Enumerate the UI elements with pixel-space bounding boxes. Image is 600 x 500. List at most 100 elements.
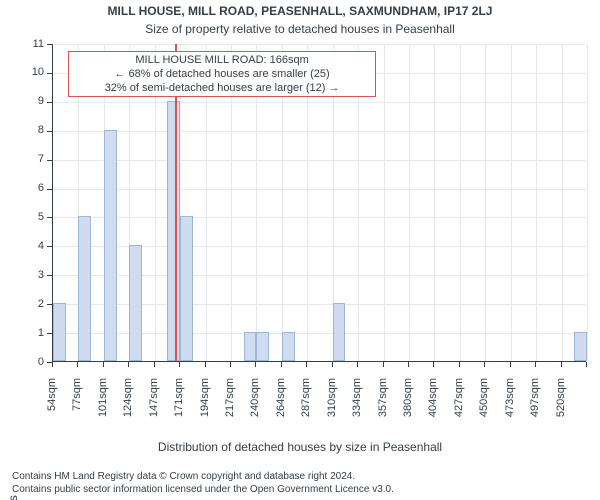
- x-tick-mark: [433, 362, 434, 367]
- y-tick-label: 0: [24, 356, 44, 368]
- bar: [256, 332, 269, 361]
- x-tick-label: 124sqm: [122, 378, 134, 434]
- annotation-line: 32% of semi-detached houses are larger (…: [73, 82, 371, 96]
- x-tick-mark: [408, 362, 409, 367]
- footer-line-1: Contains HM Land Registry data © Crown c…: [12, 471, 394, 484]
- gridline: [511, 44, 512, 361]
- bar: [167, 101, 180, 361]
- gridline: [53, 160, 586, 161]
- y-tick-label: 4: [24, 240, 44, 252]
- gridline: [485, 44, 486, 361]
- x-tick-label: 450sqm: [478, 378, 490, 434]
- y-tick-mark: [47, 102, 52, 103]
- x-tick-label: 264sqm: [275, 378, 287, 434]
- y-tick-mark: [47, 73, 52, 74]
- x-tick-mark: [383, 362, 384, 367]
- x-tick-mark: [357, 362, 358, 367]
- x-tick-mark: [230, 362, 231, 367]
- y-tick-mark: [47, 246, 52, 247]
- y-tick-mark: [47, 131, 52, 132]
- x-tick-mark: [281, 362, 282, 367]
- y-tick-label: 8: [24, 124, 44, 136]
- x-tick-label: 357sqm: [377, 378, 389, 434]
- x-tick-mark: [459, 362, 460, 367]
- x-tick-mark: [484, 362, 485, 367]
- x-tick-mark: [255, 362, 256, 367]
- x-tick-label: 473sqm: [504, 378, 516, 434]
- gridline: [562, 44, 563, 361]
- x-tick-label: 217sqm: [224, 378, 236, 434]
- x-tick-label: 380sqm: [402, 378, 414, 434]
- bar: [574, 332, 587, 361]
- x-tick-label: 334sqm: [351, 378, 363, 434]
- bar: [78, 216, 91, 361]
- gridline: [434, 44, 435, 361]
- gridline: [53, 44, 586, 45]
- annotation-line: ← 68% of detached houses are smaller (25…: [73, 68, 371, 82]
- y-tick-mark: [47, 304, 52, 305]
- x-tick-mark: [179, 362, 180, 367]
- gridline: [53, 102, 586, 103]
- gridline: [409, 44, 410, 361]
- chart-title-sub: Size of property relative to detached ho…: [0, 22, 600, 36]
- y-tick-mark: [47, 275, 52, 276]
- x-tick-label: 147sqm: [148, 378, 160, 434]
- y-tick-label: 3: [24, 269, 44, 281]
- gridline: [53, 217, 586, 218]
- x-tick-label: 287sqm: [300, 378, 312, 434]
- y-tick-mark: [47, 160, 52, 161]
- x-tick-mark: [103, 362, 104, 367]
- chart-area: MILL HOUSE MILL ROAD: 166sqm← 68% of det…: [52, 44, 586, 362]
- bar: [282, 332, 295, 361]
- plot-region: MILL HOUSE MILL ROAD: 166sqm← 68% of det…: [52, 44, 586, 362]
- y-tick-label: 7: [24, 153, 44, 165]
- bar: [244, 332, 257, 361]
- y-tick-mark: [47, 333, 52, 334]
- y-tick-mark: [47, 217, 52, 218]
- y-tick-label: 6: [24, 182, 44, 194]
- bar: [104, 130, 117, 361]
- x-tick-mark: [586, 362, 587, 367]
- annotation-line: MILL HOUSE MILL ROAD: 166sqm: [73, 54, 371, 68]
- x-tick-mark: [535, 362, 536, 367]
- y-tick-mark: [47, 44, 52, 45]
- x-tick-label: 77sqm: [71, 378, 83, 434]
- footer-line-2: Contains public sector information licen…: [12, 484, 394, 497]
- x-tick-label: 427sqm: [453, 378, 465, 434]
- x-tick-mark: [128, 362, 129, 367]
- y-tick-label: 11: [24, 38, 44, 50]
- y-tick-label: 5: [24, 211, 44, 223]
- annotation-box: MILL HOUSE MILL ROAD: 166sqm← 68% of det…: [68, 51, 376, 97]
- x-tick-mark: [306, 362, 307, 367]
- x-tick-label: 404sqm: [427, 378, 439, 434]
- x-tick-mark: [205, 362, 206, 367]
- x-tick-label: 171sqm: [173, 378, 185, 434]
- x-tick-mark: [332, 362, 333, 367]
- y-tick-label: 10: [24, 66, 44, 78]
- x-tick-mark: [154, 362, 155, 367]
- bar: [129, 245, 142, 361]
- x-tick-mark: [510, 362, 511, 367]
- y-tick-mark: [47, 189, 52, 190]
- x-tick-mark: [561, 362, 562, 367]
- x-tick-mark: [77, 362, 78, 367]
- bar: [180, 216, 193, 361]
- x-axis-label: Distribution of detached houses by size …: [0, 440, 600, 454]
- footer: Contains HM Land Registry data © Crown c…: [12, 471, 394, 496]
- x-tick-label: 240sqm: [249, 378, 261, 434]
- gridline: [460, 44, 461, 361]
- bar: [53, 303, 66, 361]
- gridline: [587, 44, 588, 361]
- chart-title-main: MILL HOUSE, MILL ROAD, PEASENHALL, SAXMU…: [0, 4, 600, 18]
- x-tick-label: 520sqm: [555, 378, 567, 434]
- gridline: [53, 189, 586, 190]
- bar: [333, 303, 346, 361]
- y-tick-label: 1: [24, 327, 44, 339]
- y-tick-label: 2: [24, 298, 44, 310]
- gridline: [536, 44, 537, 361]
- x-tick-label: 310sqm: [326, 378, 338, 434]
- y-tick-label: 9: [24, 95, 44, 107]
- x-tick-label: 54sqm: [46, 378, 58, 434]
- x-tick-label: 101sqm: [97, 378, 109, 434]
- x-tick-label: 194sqm: [199, 378, 211, 434]
